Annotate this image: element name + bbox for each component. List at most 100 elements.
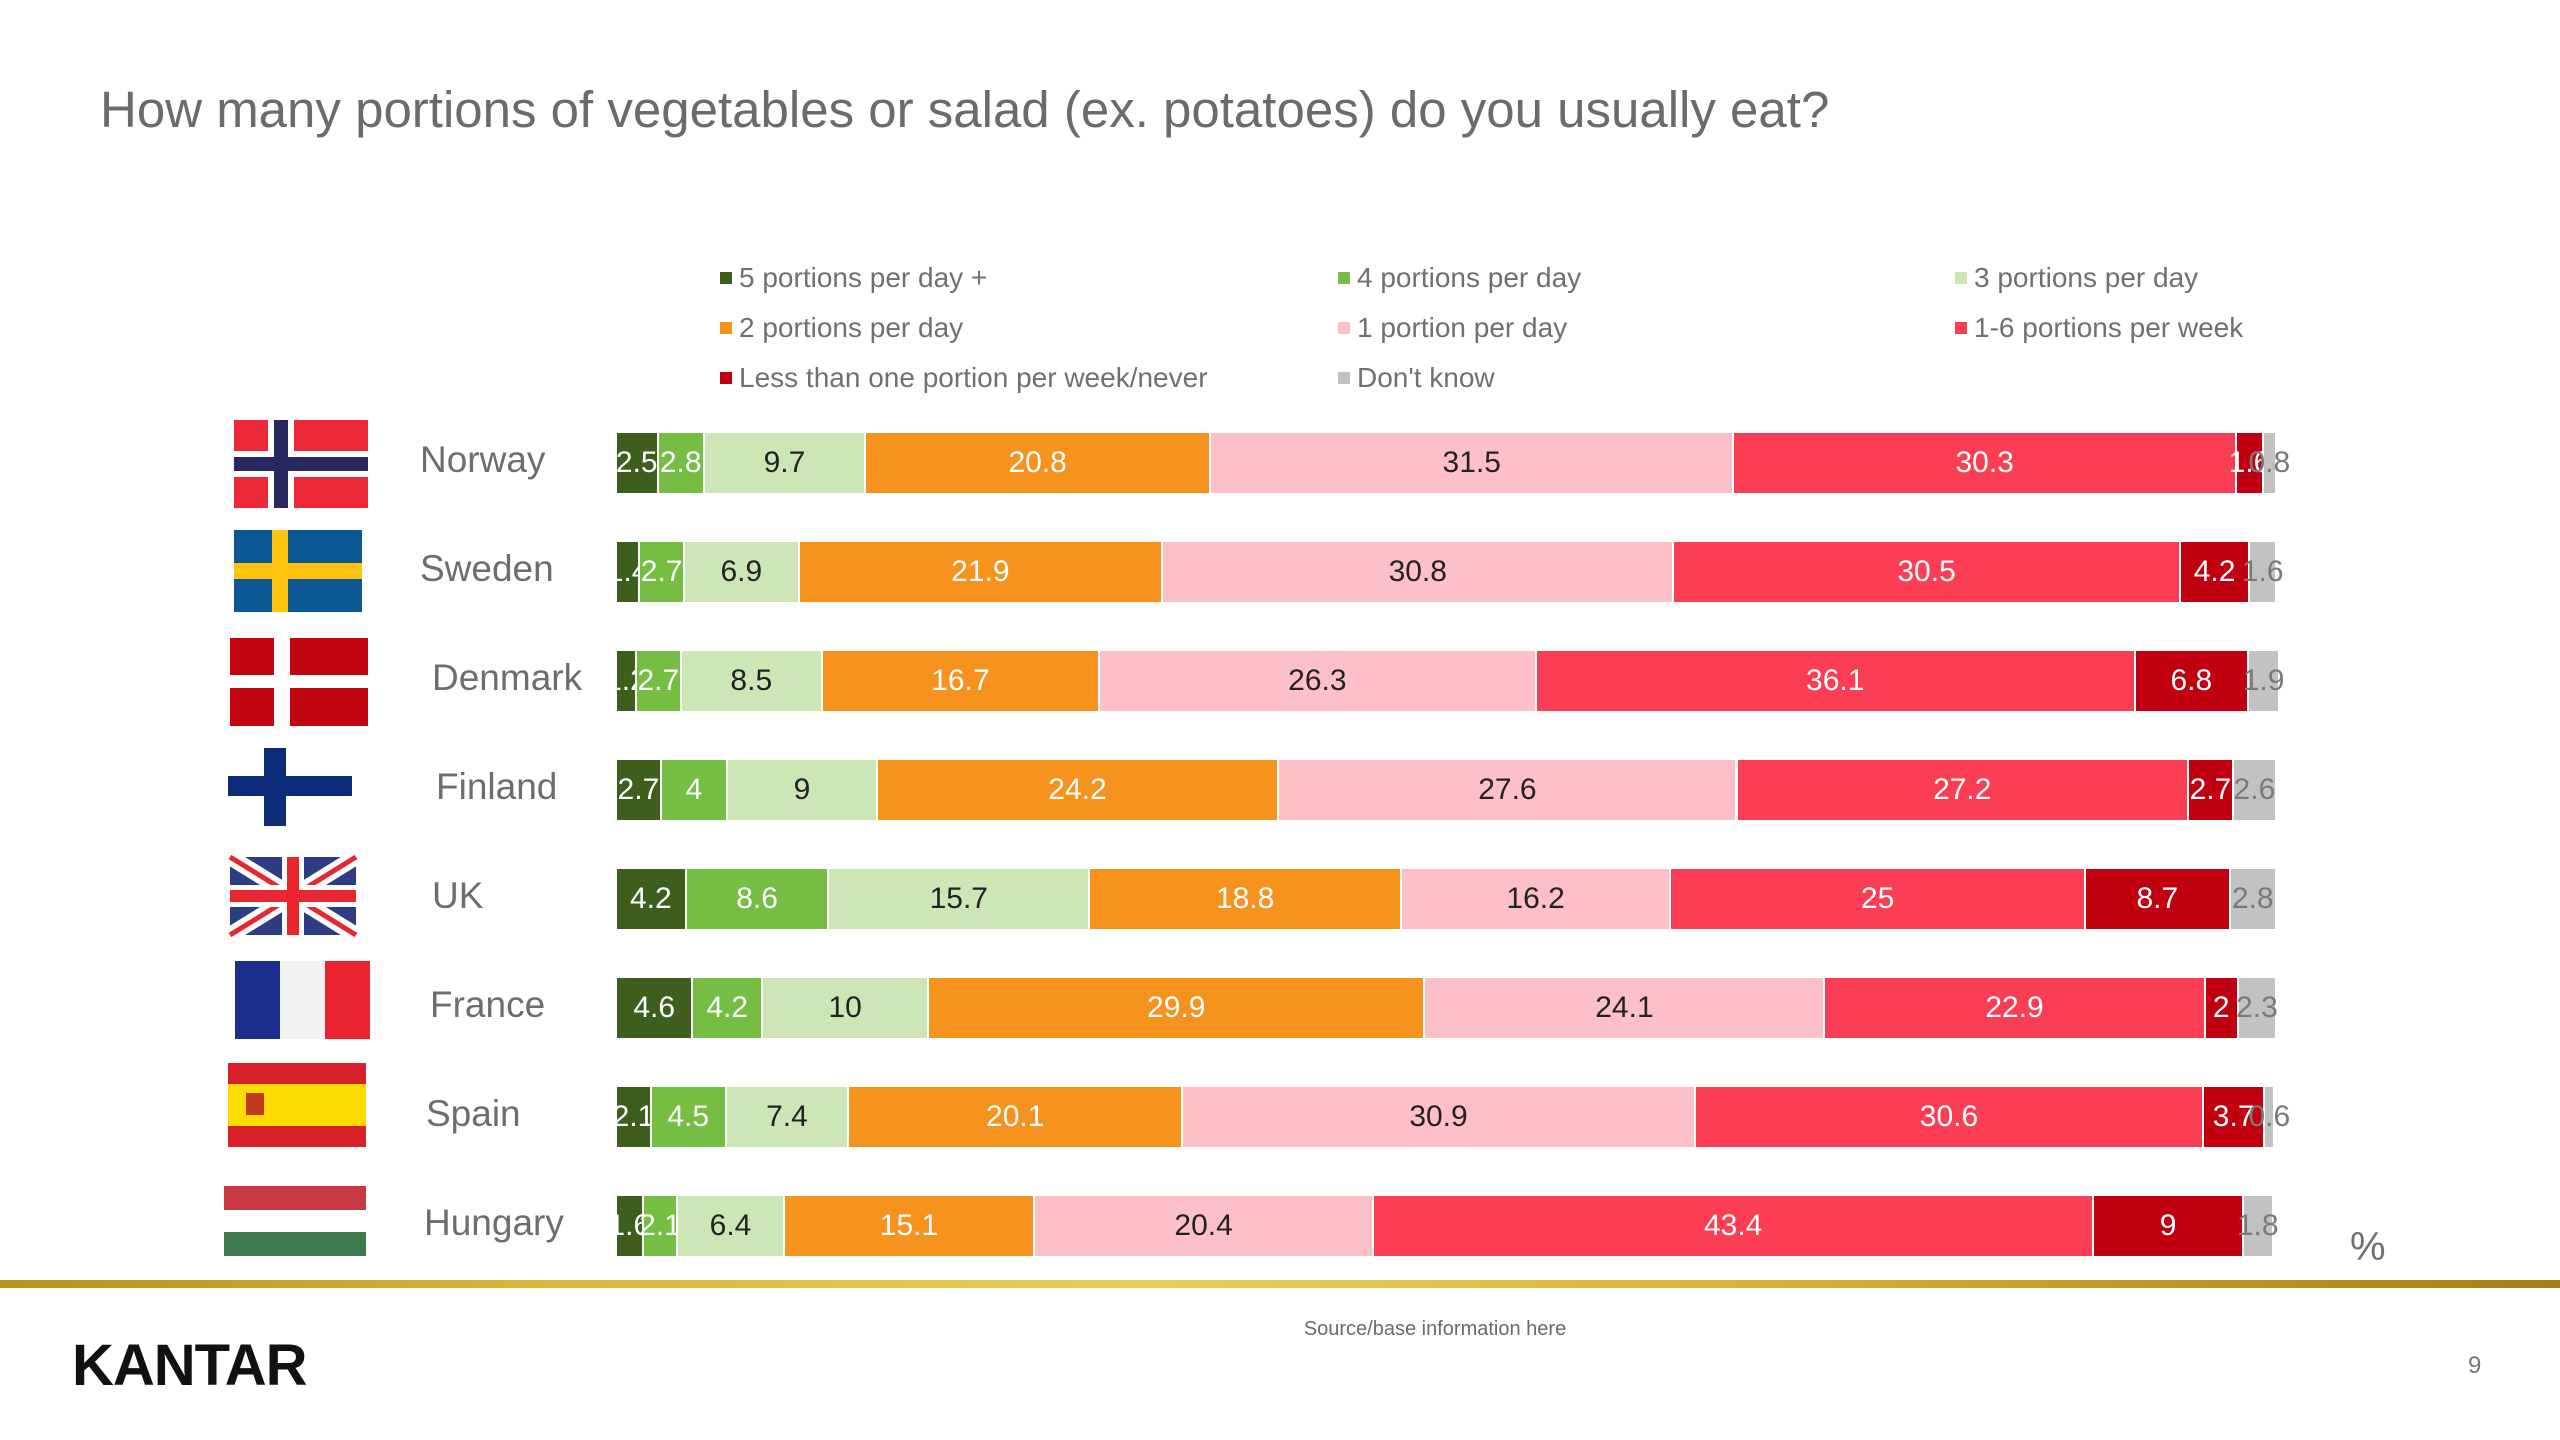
- denmark-flag: [230, 638, 368, 726]
- bar-segment: 1.9: [2243, 651, 2284, 711]
- bar-segment: 2.7: [2189, 760, 2234, 820]
- legend-swatch: [1338, 322, 1350, 334]
- bar-segment: 0.8: [2249, 433, 2290, 493]
- bar-segment: 4.6: [617, 978, 694, 1038]
- legend-label: 5 portions per day +: [739, 262, 988, 293]
- legend-label: 1-6 portions per week: [1974, 312, 2244, 343]
- bar-segment: 27.2: [1737, 760, 2190, 820]
- bar-segment: 15.7: [829, 869, 1091, 929]
- norway-flag: [234, 420, 368, 508]
- slide-title: How many portions of vegetables or salad…: [100, 81, 1830, 138]
- legend-swatch: [1338, 272, 1350, 284]
- bar-segment: 2.8: [2230, 869, 2277, 929]
- gold-divider: [0, 1280, 2560, 1288]
- data-label: 27.2: [1933, 773, 1992, 806]
- kantar-logo: KANTAR: [72, 1333, 308, 1398]
- data-label: 9.7: [763, 446, 806, 479]
- data-label: 2.8: [2231, 882, 2274, 915]
- legend-item: Less than one portion per week/never: [720, 362, 1208, 394]
- bar-segment: 7.4: [726, 1087, 850, 1147]
- legend-swatch: [1338, 372, 1350, 384]
- legend-item: Don't know: [1338, 362, 1495, 394]
- bar-segment: 3.7: [2203, 1087, 2266, 1147]
- data-label: 26.3: [1288, 664, 1347, 697]
- data-label: 2.8: [659, 446, 702, 479]
- legend-label: Less than one portion per week/never: [739, 362, 1208, 393]
- data-label: 6.9: [720, 555, 763, 588]
- data-label: 30.3: [1955, 446, 2014, 479]
- data-label: 2.7: [617, 773, 660, 806]
- source-note: Source/base information here: [1303, 1318, 1567, 1340]
- data-label: 2: [2212, 991, 2230, 1024]
- data-label: 20.1: [986, 1100, 1045, 1133]
- bar-segment: 29.9: [929, 978, 1426, 1038]
- country-label: Finland: [436, 766, 558, 807]
- bar-segment: 16.7: [822, 651, 1101, 711]
- bar-segment: 20.4: [1035, 1196, 1374, 1256]
- bar-segment: 1.6: [2242, 542, 2284, 602]
- bar-segment: 2: [2205, 978, 2239, 1038]
- unit-marker: %: [2350, 1225, 2386, 1269]
- data-label: 9: [2159, 1209, 2177, 1242]
- legend-item: 5 portions per day +: [720, 262, 987, 294]
- bar-segment: 8.6: [686, 869, 830, 929]
- finland-flag: [228, 748, 352, 826]
- data-label: 10: [828, 991, 862, 1024]
- data-label: 6.4: [709, 1209, 752, 1242]
- data-label: 1.6: [608, 1209, 651, 1242]
- country-label: France: [430, 984, 546, 1025]
- data-label: 4.2: [2193, 555, 2236, 588]
- bar-segment: 1.8: [2237, 1196, 2279, 1256]
- bar-segment: 2.6: [2234, 760, 2277, 820]
- bar-segment: 25: [1671, 869, 2087, 929]
- bar-segment: 2.7: [617, 760, 662, 820]
- data-label: 21.9: [951, 555, 1010, 588]
- data-label: 20.8: [1008, 446, 1067, 479]
- data-label: 3.7: [2212, 1100, 2255, 1133]
- data-label: 36.1: [1806, 664, 1865, 697]
- data-label: 0.8: [2248, 446, 2291, 479]
- data-label: 2.7: [2189, 773, 2232, 806]
- bar-segment: 24.1: [1425, 978, 1826, 1038]
- bar-segment: 9: [728, 760, 878, 820]
- bar-segment: 4.5: [651, 1087, 727, 1147]
- data-label: 24.2: [1048, 773, 1107, 806]
- bar-segment: 30.3: [1734, 433, 2238, 493]
- data-label: 30.5: [1897, 555, 1956, 588]
- bar-segment: 16.2: [1402, 869, 1672, 929]
- bar-segment: 30.9: [1183, 1087, 1696, 1147]
- country-label: UK: [432, 875, 484, 916]
- bar-segment: 9: [2094, 1196, 2244, 1256]
- bar-segment: 30.5: [1674, 542, 2181, 602]
- bar-segment: 2.7: [636, 651, 682, 711]
- bar-segment: 8.7: [2086, 869, 2231, 929]
- bar-segment: 8.5: [681, 651, 823, 711]
- data-label: 27.6: [1478, 773, 1537, 806]
- data-label: 8.6: [736, 882, 778, 915]
- bar-segment: 2.7: [640, 542, 686, 602]
- data-label: 20.4: [1174, 1209, 1233, 1242]
- country-label: Norway: [420, 439, 546, 480]
- data-label: 4.6: [633, 991, 676, 1024]
- uk-flag: [225, 850, 361, 942]
- legend-swatch: [720, 322, 732, 334]
- data-label: 25: [1860, 882, 1895, 915]
- bar-segment: 20.8: [866, 433, 1212, 493]
- bar-segment: 30.6: [1696, 1087, 2204, 1147]
- bar-segment: 6.4: [678, 1196, 785, 1256]
- hungary-flag: [224, 1186, 366, 1256]
- data-label: 2.5: [615, 446, 658, 479]
- bar-segment: 0.6: [2249, 1087, 2290, 1147]
- data-label: 30.8: [1388, 555, 1447, 588]
- data-label: 30.6: [1919, 1100, 1979, 1133]
- data-label: 43.4: [1703, 1209, 1763, 1242]
- bar-segment: 24.2: [877, 760, 1280, 820]
- data-label: 15.1: [879, 1209, 939, 1242]
- country-label: Denmark: [432, 657, 583, 698]
- sweden-flag: [234, 530, 362, 612]
- data-label: 16.2: [1506, 882, 1565, 915]
- bar-segment: 20.1: [849, 1087, 1184, 1147]
- legend-swatch: [720, 272, 732, 284]
- data-label: 24.1: [1595, 991, 1654, 1024]
- data-label: 2.1: [612, 1100, 655, 1133]
